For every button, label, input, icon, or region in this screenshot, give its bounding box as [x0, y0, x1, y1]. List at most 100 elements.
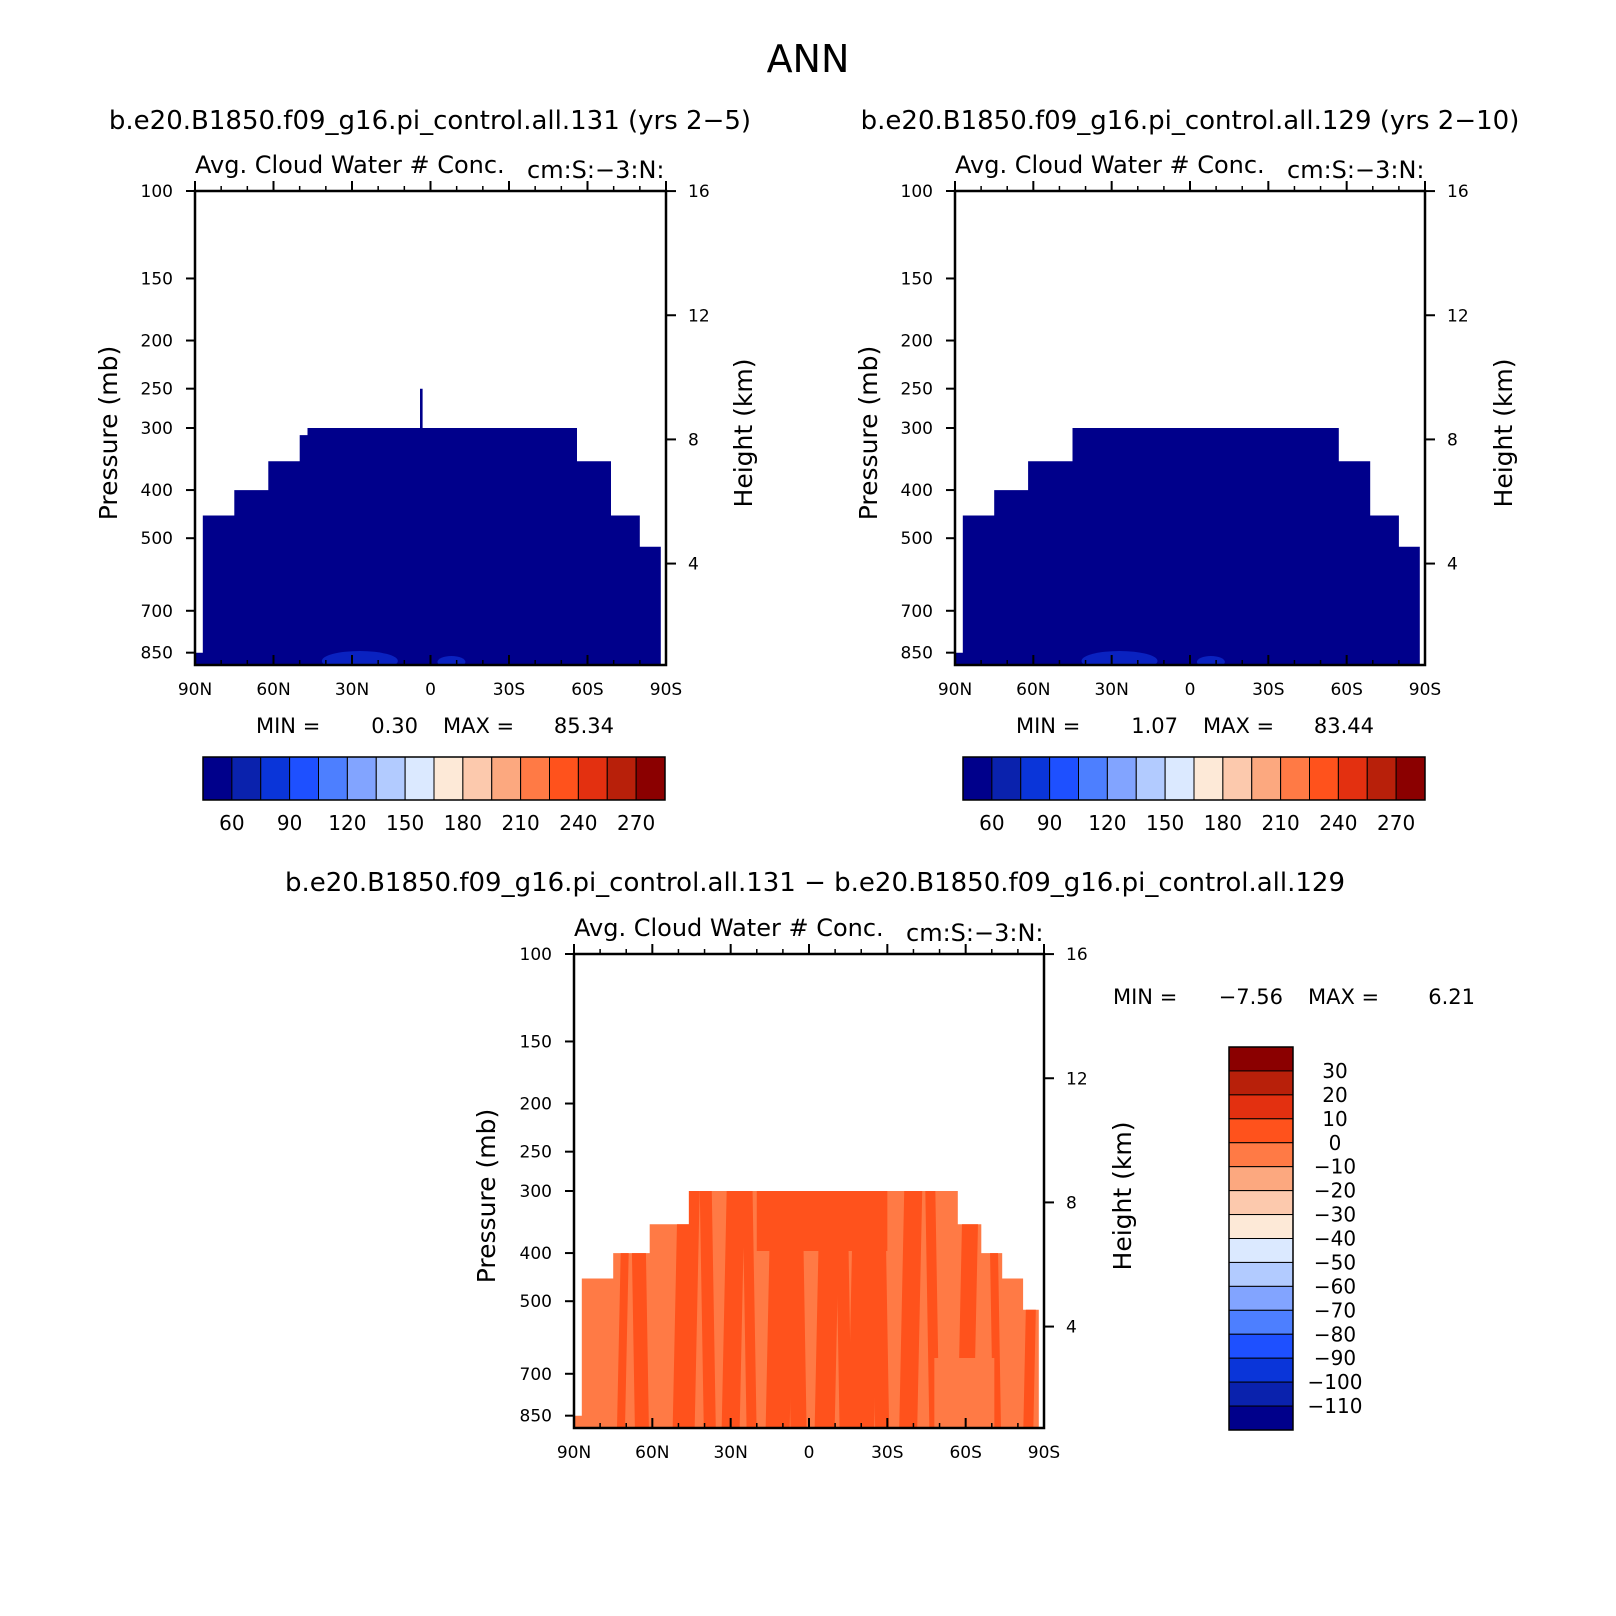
colorbar-label: 90: [1037, 811, 1062, 835]
panel-3-ylabel: Pressure (mb): [472, 1109, 501, 1283]
field-blob: [321, 651, 398, 665]
colorbar-box: [1228, 1381, 1294, 1407]
colorbar-label: 60: [219, 811, 244, 835]
field-streak: [672, 1191, 705, 1428]
y-tick-label: 400: [141, 481, 173, 501]
panel-1-ylabel: Pressure (mb): [94, 346, 123, 520]
colorbar-box: [289, 756, 319, 801]
y-tick-label: 100: [520, 945, 552, 965]
field-streak: [782, 1191, 807, 1428]
x-tick-label: 90N: [938, 680, 972, 700]
field-streak: [867, 1191, 890, 1428]
colorbar-frame: [202, 756, 666, 801]
panel-2-ylabel-right: Height (km): [1489, 359, 1518, 508]
colorbar-box: [1164, 756, 1195, 801]
panel-1-max-label: MAX =: [443, 714, 514, 738]
colorbar-box: [346, 756, 377, 801]
y-tick-label: 400: [520, 1244, 552, 1264]
colorbar-box: [1049, 756, 1079, 801]
colorbar-box: [1228, 1118, 1294, 1144]
panel-1-plot: 90N 60N 30N 0 30S 60S 90S 100 150 200 250 300 400 500…: [141, 181, 710, 700]
colorbar-box: [549, 756, 579, 801]
panel-3-min-label: MIN =: [1113, 985, 1177, 1009]
x-tick-label: 60N: [256, 680, 290, 700]
y-right-tick-label: 8: [1447, 430, 1458, 450]
colorbar-label: 120: [1088, 811, 1126, 835]
y-right-tick-label: 12: [1066, 1069, 1088, 1089]
colorbar-frame: [962, 756, 1426, 801]
panel-3-var-title: Avg. Cloud Water # Conc.: [574, 914, 884, 942]
panel-1-case-title: b.e20.B1850.f09_g16.pi_control.all.131 (…: [109, 106, 751, 136]
colorbar-label: 180: [444, 811, 482, 835]
y-tick-label: 100: [901, 182, 933, 202]
colorbar-box: [1228, 1333, 1294, 1359]
field-streak: [756, 1191, 888, 1251]
colorbar-box: [318, 756, 348, 801]
y-right-tick-label: 16: [1447, 182, 1469, 202]
y-tick-label: 250: [901, 380, 933, 400]
colorbar-box: [1193, 756, 1224, 801]
colorbar-box: [1106, 756, 1137, 801]
colorbar-box: [1135, 756, 1166, 801]
colorbar-label: 210: [1262, 811, 1300, 835]
colorbar-box: [1078, 756, 1108, 801]
colorbar-box: [1222, 756, 1253, 801]
colorbar-label: −30: [1314, 1203, 1356, 1227]
field-region: [955, 428, 1420, 665]
colorbar-box: [1020, 756, 1051, 801]
colorbar-label: −110: [1308, 1394, 1363, 1418]
panel-1-min-value: 0.30: [371, 714, 418, 738]
panel-3-units: cm:S:−3:N:: [906, 919, 1043, 947]
panel-2: b.e20.B1850.f09_g16.pi_control.all.129 (…: [854, 106, 1519, 835]
colorbar-box: [375, 756, 406, 801]
colorbar-label: 30: [1322, 1059, 1347, 1083]
panel-3-max-value: 6.21: [1428, 985, 1475, 1009]
colorbar-label: −90: [1314, 1346, 1356, 1370]
colorbar-label: −40: [1314, 1227, 1356, 1251]
field-detail: [1081, 651, 1225, 665]
colorbar-box: [1228, 1142, 1294, 1168]
panel-2-plot: 90N 60N 30N 0 30S 60S 90S 100 150 200 250 300 400 500…: [901, 181, 1469, 700]
x-tick-label: 90S: [650, 680, 682, 700]
field-detail: [617, 1191, 1039, 1428]
x-tick-label: 30N: [713, 1443, 747, 1463]
x-tick-label: 60S: [1330, 680, 1362, 700]
panel-1: b.e20.B1850.f09_g16.pi_control.all.131 (…: [94, 106, 758, 835]
panel-2-colorbar: 60 90 120 150 180 210 240 270: [962, 756, 1426, 835]
field-streak: [985, 1191, 1001, 1428]
field-streak: [921, 1191, 940, 1428]
y-tick-label: 250: [141, 380, 173, 400]
colorbar-box: [1228, 1166, 1294, 1192]
field-streak: [626, 1191, 649, 1428]
colorbar-box: [1228, 1357, 1294, 1383]
colorbar-box: [1228, 1309, 1294, 1335]
colorbar-box: [1366, 756, 1397, 801]
colorbar-box: [635, 756, 666, 801]
panel-2-max-label: MAX =: [1203, 714, 1274, 738]
field-streak: [899, 1191, 928, 1428]
colorbar-box: [1228, 1190, 1294, 1216]
colorbar-label: 270: [1377, 811, 1415, 835]
y-right-tick-label: 12: [688, 306, 710, 326]
field-streak: [957, 1191, 984, 1428]
y-tick-label: 850: [141, 644, 173, 664]
figure-title: ANN: [767, 37, 850, 81]
y-tick-label: 850: [901, 644, 933, 664]
field-streak: [695, 1191, 716, 1428]
colorbar-box: [962, 756, 993, 801]
colorbar-box: [404, 756, 435, 801]
colorbar-label: −10: [1314, 1155, 1356, 1179]
y-tick-label: 500: [520, 1292, 552, 1312]
panel-1-min-label: MIN =: [256, 714, 320, 738]
panel-3-min-value: −7.56: [1219, 985, 1283, 1009]
y-tick-label: 150: [520, 1032, 552, 1052]
y-right-tick-label: 4: [1066, 1318, 1077, 1338]
y-tick-label: 200: [520, 1095, 552, 1115]
colorbar-box: [1228, 1070, 1294, 1096]
colorbar-box: [1280, 756, 1310, 801]
y-tick-label: 300: [520, 1182, 552, 1202]
y-right-tick-label: 4: [688, 555, 699, 575]
field-streak: [721, 1191, 750, 1428]
y-right-tick-label: 12: [1447, 306, 1469, 326]
x-tick-label: 30S: [1252, 680, 1284, 700]
